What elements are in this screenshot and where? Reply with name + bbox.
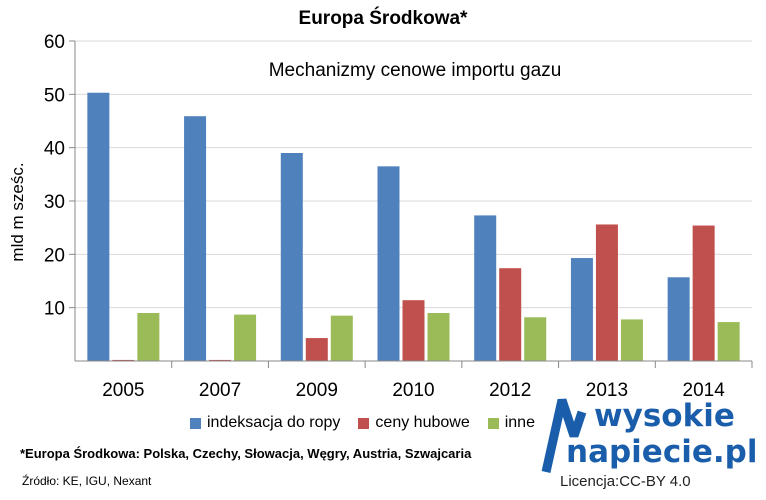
license-note: Licencja:CC-BY 4.0 bbox=[560, 473, 691, 490]
legend: indeksacja do ropy ceny hubowe inne bbox=[190, 414, 553, 432]
footnote: *Europa Środkowa: Polska, Czechy, Słowac… bbox=[20, 446, 472, 461]
bar bbox=[184, 116, 207, 361]
bar bbox=[524, 317, 547, 361]
logo-text-bottom: napiecie.pl bbox=[566, 434, 757, 470]
bar bbox=[137, 313, 160, 361]
x-tick-label: 2013 bbox=[586, 380, 628, 401]
bar bbox=[692, 225, 715, 361]
x-tick-label: 2007 bbox=[199, 380, 241, 401]
legend-swatch bbox=[190, 417, 201, 429]
bar bbox=[402, 300, 425, 361]
bar bbox=[570, 258, 593, 361]
bar bbox=[209, 359, 232, 361]
x-tick-label: 2012 bbox=[489, 380, 531, 401]
bars bbox=[87, 92, 740, 361]
bar bbox=[330, 315, 353, 361]
legend-item-hub-prices: ceny hubowe bbox=[358, 414, 470, 432]
axes bbox=[69, 40, 753, 368]
y-tick-label: 10 bbox=[44, 299, 65, 320]
bar bbox=[234, 314, 257, 361]
legend-swatch bbox=[487, 417, 499, 429]
y-tick-label: 60 bbox=[44, 32, 65, 53]
legend-swatch bbox=[358, 417, 370, 429]
legend-label: indeksacja do ropy bbox=[207, 414, 341, 431]
x-tick-label: 2005 bbox=[102, 380, 144, 401]
bar bbox=[112, 359, 135, 361]
legend-item-other: inne bbox=[487, 414, 535, 432]
bar bbox=[717, 322, 740, 361]
chart-title: Europa Środkowa* bbox=[298, 8, 468, 29]
y-tick-label: 30 bbox=[44, 192, 65, 213]
y-tick-label: 20 bbox=[44, 245, 65, 266]
bar bbox=[280, 153, 303, 361]
tick-labels: 10 20 30 40 50 60 2005 2007 2009 2010 2012 2013 2014 bbox=[44, 32, 725, 401]
logo-bolt-icon bbox=[541, 398, 587, 473]
bar bbox=[305, 338, 328, 361]
bar bbox=[474, 215, 497, 361]
y-tick-label: 50 bbox=[44, 85, 65, 106]
y-tick-label: 40 bbox=[44, 139, 65, 160]
bar bbox=[667, 277, 690, 361]
logo: wysokie napiecie.pl bbox=[541, 398, 757, 473]
legend-label: inne bbox=[504, 414, 535, 431]
x-tick-label: 2010 bbox=[392, 380, 434, 401]
chart-subtitle: Mechanizmy cenowe importu gazu bbox=[268, 60, 562, 81]
x-tick-label: 2009 bbox=[296, 380, 338, 401]
bar bbox=[595, 224, 618, 361]
bar bbox=[87, 92, 110, 361]
legend-item-oil-indexation: indeksacja do ropy bbox=[190, 414, 340, 432]
y-axis-label: mld m sześc. bbox=[8, 162, 27, 262]
bar bbox=[427, 313, 450, 361]
source-note: Źródło: KE, IGU, Nexant bbox=[22, 474, 152, 488]
logo-text-top: wysokie bbox=[594, 398, 735, 434]
bar bbox=[377, 166, 400, 361]
legend-label: ceny hubowe bbox=[375, 414, 470, 431]
x-tick-label: 2014 bbox=[683, 380, 726, 401]
bar bbox=[499, 268, 522, 361]
bar bbox=[620, 319, 643, 361]
